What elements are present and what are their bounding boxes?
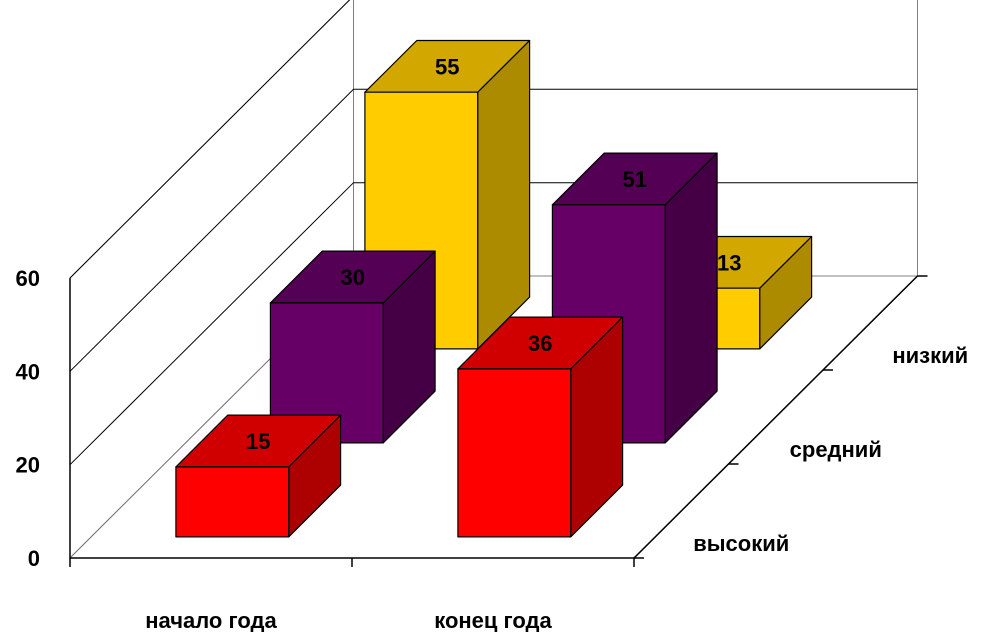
series-label-высокий: высокий xyxy=(693,531,789,556)
depth-axis xyxy=(633,275,919,559)
chart-bars: 55 13 30 51 15 36 xyxy=(175,39,813,538)
gridline xyxy=(69,88,918,372)
data-label: 36 xyxy=(528,331,552,356)
bar-высокий-начало-года: 15 xyxy=(175,414,342,538)
y-tick-label: 20 xyxy=(16,453,40,478)
y-tick-label: 40 xyxy=(16,359,40,384)
bar-средний-начало-года: 30 xyxy=(269,250,436,444)
data-label: 51 xyxy=(623,167,647,192)
data-label: 13 xyxy=(717,250,741,275)
gridline xyxy=(69,182,918,466)
chart-labels: 0 20 40 60 начало года конец года высокий средн… xyxy=(16,266,969,632)
data-label: 15 xyxy=(246,429,270,454)
data-label: 55 xyxy=(435,54,459,79)
category-label-начало-года: начало года xyxy=(145,608,277,632)
series-label-низкий: низкий xyxy=(892,343,968,368)
data-label: 30 xyxy=(341,265,365,290)
category-label-конец-года: конец года xyxy=(434,608,552,632)
series-label-средний: средний xyxy=(790,437,882,462)
y-tick-label: 0 xyxy=(28,546,40,571)
y-tick-label: 60 xyxy=(16,266,40,291)
gridline xyxy=(69,0,351,279)
bar-низкий-начало-года: 55 xyxy=(364,39,531,350)
bar-высокий-конец-года: 36 xyxy=(457,316,624,538)
